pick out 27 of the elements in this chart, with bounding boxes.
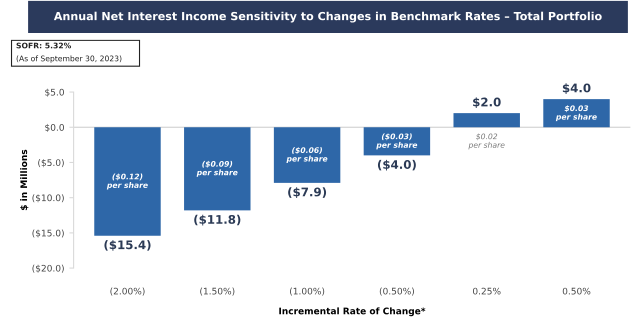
- y-tick-label: ($15.0): [32, 229, 64, 238]
- data-label: ($11.8): [194, 214, 240, 226]
- data-label: ($4.0): [378, 160, 416, 171]
- x-tick-label: 0.50%: [562, 288, 590, 295]
- y-tick-label: $5.0: [45, 88, 64, 97]
- data-label: $4.0: [562, 83, 591, 94]
- x-tick-label: (1.50%): [200, 288, 234, 296]
- y-tick-label: ($20.0): [32, 264, 64, 273]
- bar: [364, 127, 430, 156]
- x-axis-title: Incremental Rate of Change*: [279, 307, 426, 316]
- data-label: ($15.4): [104, 240, 151, 251]
- chart-title: Annual Net Interest Income Sensitivity to Changes in Benchmark Rates – Total Portfolio: [54, 12, 602, 23]
- x-tick-label: (0.50%): [380, 288, 414, 296]
- y-tick-label: ($10.0): [32, 194, 64, 202]
- x-tick-label: (1.00%): [290, 288, 324, 296]
- bar: [274, 127, 340, 183]
- y-tick-label: ($5.0): [38, 159, 64, 168]
- x-tick-label: (2.00%): [110, 288, 145, 296]
- bar: [453, 113, 520, 128]
- x-tick-label: 0.25%: [472, 288, 501, 295]
- y-tick-label: $0.0: [45, 124, 64, 132]
- data-label: ($7.9): [288, 187, 326, 198]
- data-label: $2.0: [473, 97, 501, 108]
- bar: [543, 99, 610, 128]
- bar: [184, 127, 251, 210]
- bar: [94, 127, 161, 236]
- y-axis-title: $ in Millions: [20, 150, 28, 210]
